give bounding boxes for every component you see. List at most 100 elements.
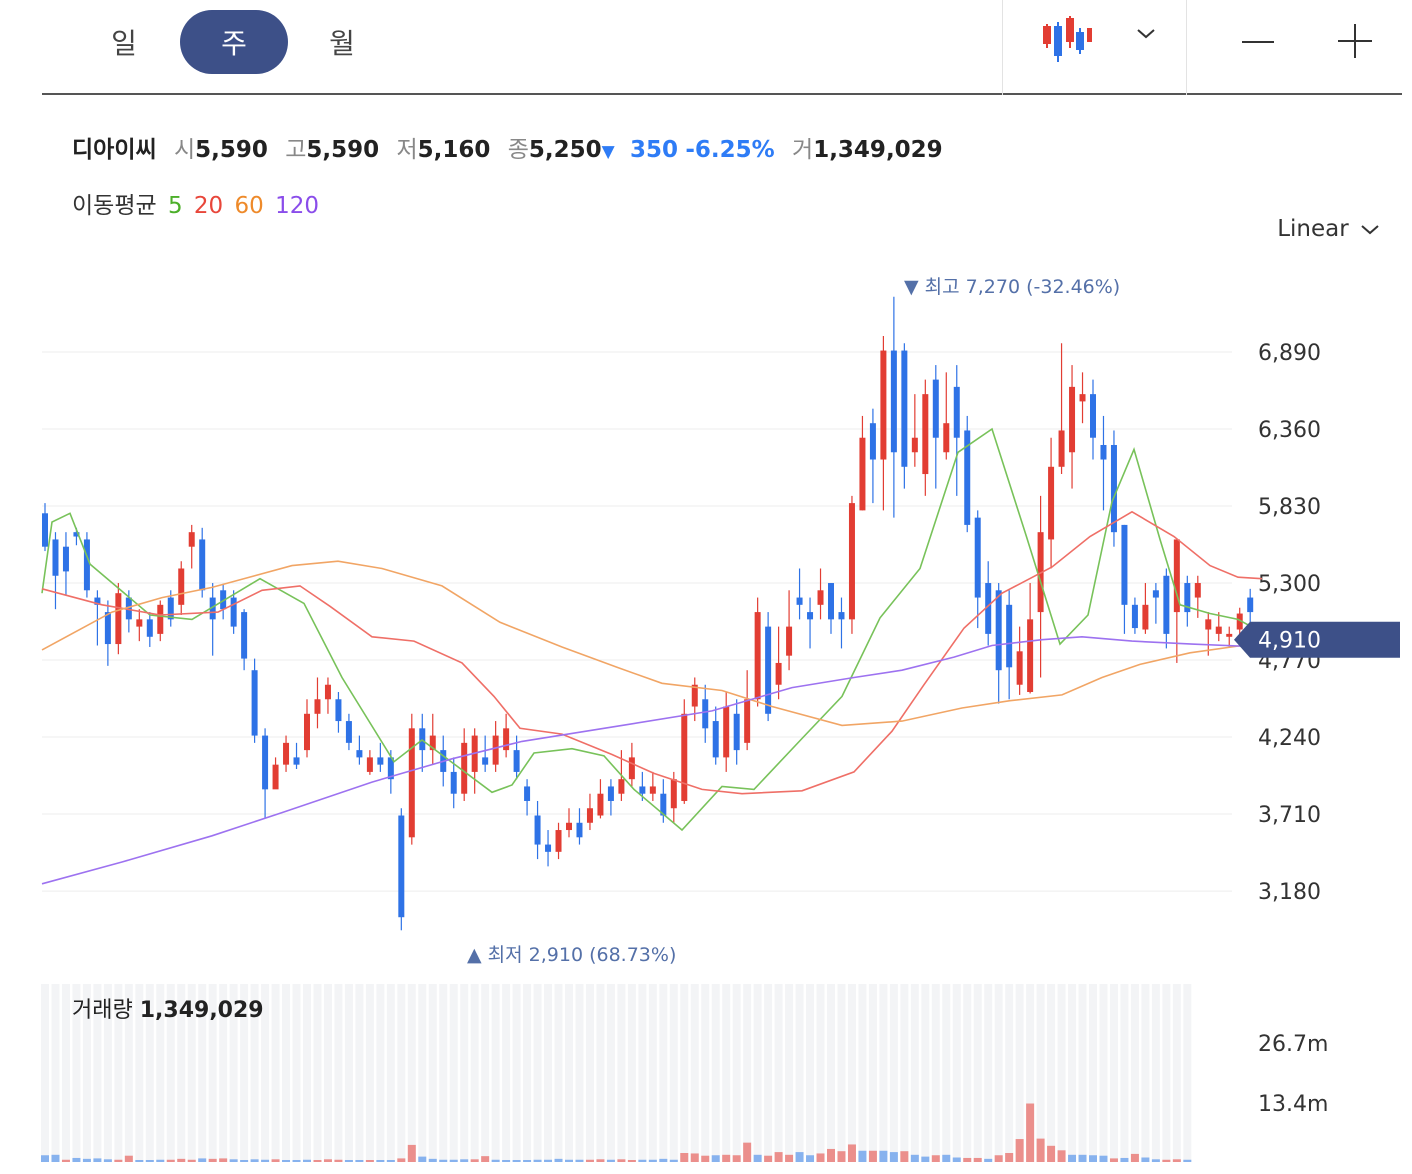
candle-body <box>1048 466 1055 540</box>
close-value: 5,250 <box>528 137 602 163</box>
candle-body <box>723 706 730 758</box>
tab-day[interactable]: 일 <box>111 27 137 60</box>
volume-column-bg <box>82 984 91 1162</box>
minus-icon[interactable] <box>1240 24 1276 64</box>
volume-bar <box>187 1159 196 1162</box>
volume-bar <box>177 1158 186 1162</box>
candle-body <box>869 423 876 460</box>
candlestick-icon[interactable] <box>1040 14 1092 68</box>
volume-bar <box>114 1159 123 1162</box>
y-tick-label: 3,180 <box>1258 880 1321 905</box>
candle-body <box>890 350 897 453</box>
moving-average-legend: 이동평균 5 20 60 120 <box>72 186 319 220</box>
candle-body <box>251 670 258 736</box>
candle-body <box>775 662 782 685</box>
volume-bar <box>271 1159 280 1162</box>
volume-bar <box>1047 1145 1056 1162</box>
candle-body <box>167 597 174 620</box>
candle-body <box>545 844 552 852</box>
candle-body <box>230 597 237 627</box>
volume-column-bg <box>1015 984 1024 1162</box>
volume-column-bg <box>701 984 710 1162</box>
candle-body <box>985 583 992 634</box>
volume-bar <box>1068 1154 1077 1162</box>
price-summary: 디아이씨 시5,590 고5,590 저5,160 종5,250▼ 350 -6… <box>72 130 943 164</box>
volume-bar <box>638 1159 647 1162</box>
volume-bar <box>103 1159 112 1162</box>
candle-body <box>283 742 290 765</box>
candle-body <box>817 590 824 605</box>
volume-bar <box>596 1159 605 1162</box>
ma120-line <box>41 635 1263 885</box>
volume-column-bg <box>261 984 270 1162</box>
volume-column-bg <box>407 984 416 1162</box>
volume-bar <box>282 1160 291 1162</box>
volume-column-bg <box>124 984 133 1162</box>
volume-column-bg <box>774 984 783 1162</box>
candle-body <box>262 735 269 790</box>
candle-body <box>188 532 195 547</box>
volume-bar <box>51 1154 60 1162</box>
candle-body <box>838 612 845 620</box>
tab-month[interactable]: 월 <box>329 27 355 60</box>
volume-bar <box>722 1154 731 1162</box>
candle-body <box>628 757 635 780</box>
volume-bar <box>900 1151 909 1162</box>
volume-column-bg <box>690 984 699 1162</box>
candle-body <box>702 699 709 729</box>
candle-body <box>199 539 206 591</box>
candle-body <box>1205 619 1212 630</box>
volume-column-bg <box>1026 984 1035 1162</box>
volume-bar <box>565 1159 573 1162</box>
volume-bar <box>648 1159 657 1162</box>
volume-bar <box>753 1154 762 1162</box>
volume-column-bg <box>648 984 657 1162</box>
candle-body <box>461 742 468 794</box>
volume-column-bg <box>282 984 291 1162</box>
volume-bar <box>261 1159 270 1162</box>
candle-body <box>513 750 520 772</box>
volume-bar <box>93 1158 102 1162</box>
candle-body <box>670 779 677 809</box>
volume-column-bg <box>1005 984 1014 1162</box>
candle-body <box>807 612 814 620</box>
volume-column-bg <box>460 984 469 1162</box>
volume-column-bg <box>156 984 165 1162</box>
volume-bar <box>858 1150 867 1162</box>
candle-body <box>157 604 164 634</box>
volume-bar <box>994 1155 1003 1162</box>
volume-bar <box>732 1155 741 1162</box>
volume-bar <box>1172 1159 1181 1162</box>
candle-body <box>220 590 227 610</box>
volume-bar <box>1120 1157 1129 1162</box>
volume-panel-value: 1,349,029 <box>139 998 264 1023</box>
candle-body <box>1069 386 1076 453</box>
volume-bar <box>680 1153 689 1162</box>
scale-dropdown[interactable]: Linear <box>1277 216 1380 242</box>
volume-column-bg <box>994 984 1003 1162</box>
candle-body <box>1184 583 1191 613</box>
candle-body <box>1006 604 1013 668</box>
volume-bar <box>156 1159 165 1162</box>
volume-bar <box>942 1154 951 1162</box>
tab-week[interactable]: 주 <box>180 10 288 74</box>
volume-bar <box>376 1160 385 1162</box>
candle-body <box>324 684 331 700</box>
chevron-down-icon[interactable] <box>1136 26 1156 45</box>
volume-column-bg <box>397 984 406 1162</box>
volume-bar <box>344 1160 353 1162</box>
candle-body <box>524 786 531 801</box>
volume-column-bg <box>1141 984 1150 1162</box>
volume-column-bg <box>271 984 280 1162</box>
candle-body <box>1215 626 1222 634</box>
open-value: 5,590 <box>195 137 268 163</box>
volume-column-bg <box>145 984 154 1162</box>
volume-bar <box>449 1159 458 1162</box>
volume-bar <box>606 1159 615 1162</box>
plus-icon[interactable] <box>1336 22 1374 64</box>
volume-column-bg <box>973 984 982 1162</box>
change-percent: -6.25% <box>685 137 775 163</box>
candle-body <box>1027 619 1034 693</box>
y-tick-label: 4,240 <box>1258 726 1321 751</box>
